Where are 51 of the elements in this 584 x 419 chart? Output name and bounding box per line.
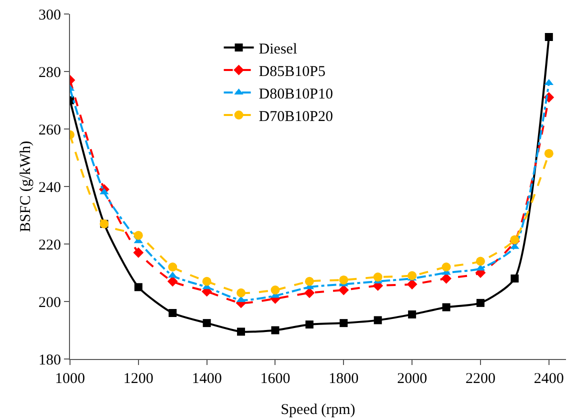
point	[304, 276, 314, 286]
x-tick-label: 2400	[534, 371, 564, 387]
point	[134, 283, 142, 292]
point	[373, 272, 382, 282]
point	[270, 286, 280, 294]
point	[374, 316, 382, 324]
point	[271, 326, 280, 334]
point	[476, 298, 484, 307]
point	[442, 303, 450, 312]
point	[510, 274, 519, 282]
x-tick-label: 1200	[123, 371, 154, 387]
y-tick-label: 260	[38, 122, 61, 138]
x-tick-label: 2000	[397, 371, 428, 387]
point	[305, 320, 314, 328]
legend-label: Diesel	[258, 41, 298, 58]
point	[340, 319, 348, 328]
point	[168, 309, 177, 317]
x-tick-label: 1800	[328, 371, 359, 387]
point	[134, 230, 143, 240]
y-tick-label: 280	[38, 64, 61, 81]
point	[168, 262, 178, 272]
point	[442, 262, 451, 272]
y-axis-title: BSFC (g/kWh)	[18, 140, 34, 232]
point	[236, 288, 246, 298]
point	[408, 271, 417, 280]
point	[406, 279, 418, 290]
point	[408, 310, 416, 318]
y-tick-label: 240	[38, 180, 61, 196]
legend-label: D80B10P10	[258, 86, 333, 102]
legend-label: D85B10P5	[258, 64, 326, 80]
point	[202, 276, 212, 286]
y-tick-label: 220	[38, 237, 61, 254]
point	[476, 256, 485, 266]
x-tick-label: 2200	[465, 371, 496, 387]
point	[544, 148, 554, 158]
point	[237, 328, 246, 336]
point	[544, 33, 553, 41]
legend-label: D70B10P20	[258, 108, 333, 125]
point	[167, 276, 178, 287]
point	[202, 319, 211, 328]
point	[338, 284, 349, 296]
point	[133, 247, 144, 258]
y-tick-label: 180	[38, 352, 61, 368]
x-tick-label: 1000	[55, 371, 85, 387]
y-tick-label: 200	[38, 294, 61, 311]
x-tick-label: 1600	[260, 371, 290, 387]
x-tick-label: 1400	[192, 371, 222, 387]
x-axis-title: Speed (rpm)	[280, 402, 356, 418]
point	[304, 288, 315, 298]
point	[339, 275, 348, 284]
y-tick-label: 300	[38, 7, 61, 24]
